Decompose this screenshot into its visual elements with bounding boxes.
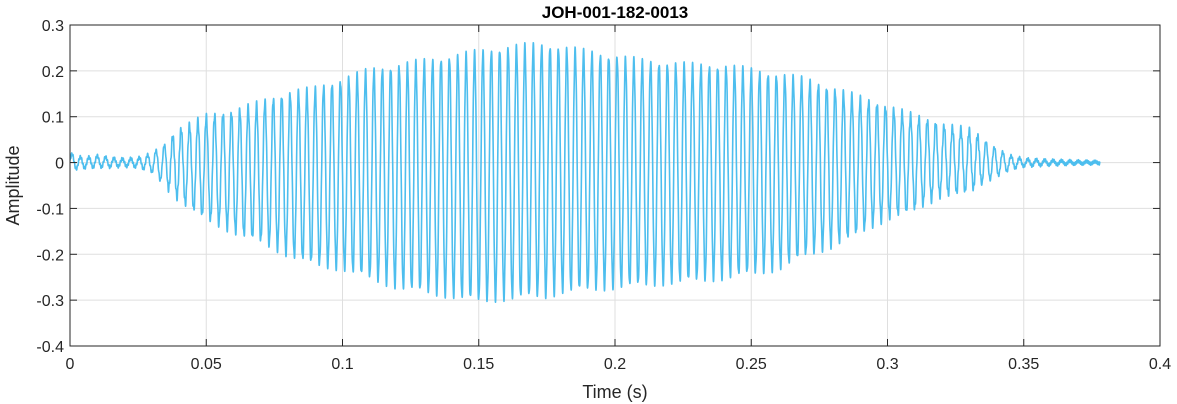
y-tick-label: -0.4	[36, 339, 64, 356]
x-tick-label: 0.1	[331, 356, 353, 373]
x-tick-label: 0.25	[736, 356, 767, 373]
y-tick-label: -0.2	[36, 247, 64, 264]
x-tick-label: 0.05	[191, 356, 222, 373]
y-tick-label: 0	[55, 156, 64, 173]
x-axis-label: Time (s)	[582, 382, 647, 402]
y-tick-label: 0.3	[42, 18, 64, 35]
y-tick-label: 0.1	[42, 110, 64, 127]
y-axis-label: Amplitude	[3, 145, 23, 225]
waveform-series-line	[70, 41, 1101, 303]
x-tick-label: 0.15	[463, 356, 494, 373]
y-tick-label: -0.1	[36, 201, 64, 218]
x-tick-label: 0.35	[1008, 356, 1039, 373]
x-tick-label: 0	[66, 356, 75, 373]
y-tick-label: -0.3	[36, 293, 64, 310]
series-layer	[70, 41, 1101, 303]
x-tick-label: 0.2	[604, 356, 626, 373]
x-tick-label: 0.4	[1149, 356, 1171, 373]
x-tick-labels: 0 0.05 0.1 0.15 0.2 0.25 0.3 0.35 0.4	[66, 356, 1172, 373]
y-tick-labels: -0.4 -0.3 -0.2 -0.1 0 0.1 0.2 0.3	[36, 18, 64, 356]
y-tick-label: 0.2	[42, 64, 64, 81]
chart-title: JOH-001-182-0013	[542, 3, 688, 22]
x-tick-label: 0.3	[876, 356, 898, 373]
tick-marks	[69, 24, 1161, 347]
